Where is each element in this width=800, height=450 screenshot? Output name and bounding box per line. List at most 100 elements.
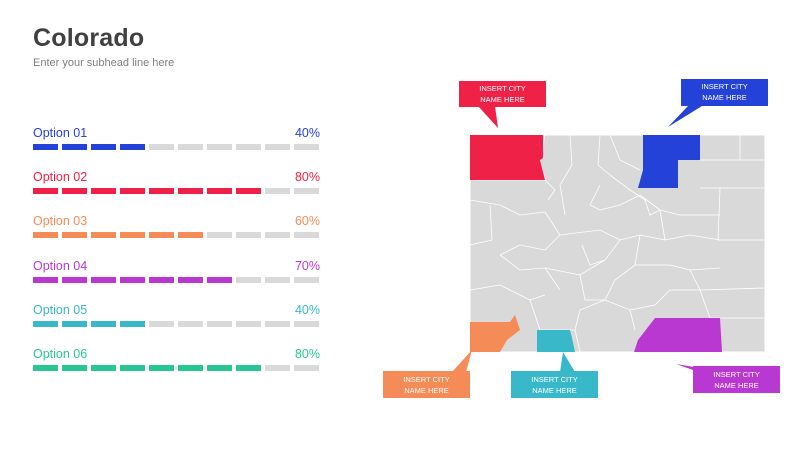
- progress-segment-empty: [236, 232, 261, 239]
- progress-segment-filled: [91, 364, 116, 371]
- option-percent: 40%: [294, 126, 320, 140]
- page-subhead: Enter your subhead line here: [33, 57, 175, 69]
- progress-segment-filled: [149, 232, 174, 239]
- progress-segment-filled: [120, 232, 145, 239]
- progress-segment-empty: [207, 320, 232, 327]
- city-callout-orange: INSERT CITY NAME HERE: [383, 371, 470, 398]
- option-row: Option 03 60%: [33, 214, 320, 258]
- option-label: Option 04: [33, 258, 88, 273]
- callout-line1: INSERT CITY: [701, 82, 748, 91]
- progress-segment-empty: [149, 320, 174, 327]
- option-row: Option 06 80%: [33, 347, 320, 391]
- progress-segment-empty: [294, 232, 319, 239]
- progress-segment-filled: [33, 276, 58, 283]
- progress-segment-filled: [149, 276, 174, 283]
- progress-segment-empty: [294, 276, 319, 283]
- progress-segment-filled: [62, 188, 87, 195]
- progress-segment-filled: [120, 188, 145, 195]
- progress-segment-filled: [149, 364, 174, 371]
- callout-line1: INSERT CITY: [479, 84, 526, 93]
- progress-segment-empty: [265, 364, 290, 371]
- progress-segment-empty: [149, 144, 174, 150]
- option-row: Option 05 40%: [33, 303, 320, 347]
- options-list: Option 01 40% Option 02 80% Option 03 60…: [33, 126, 320, 391]
- progress-segment-filled: [62, 144, 87, 150]
- callout-pointer: [560, 352, 575, 372]
- callout-line1: INSERT CITY: [403, 375, 450, 384]
- option-percent: 40%: [294, 302, 320, 317]
- county-highlight-blue: [638, 135, 700, 188]
- callout-line2: NAME HERE: [404, 386, 449, 395]
- progress-segment-empty: [178, 320, 203, 327]
- option-progress-bar: [33, 188, 319, 195]
- progress-segment-filled: [120, 276, 145, 283]
- progress-segment-filled: [207, 276, 232, 283]
- progress-segment-filled: [33, 188, 58, 195]
- progress-segment-empty: [294, 144, 319, 150]
- option-progress-bar: [33, 232, 319, 239]
- option-row: Option 04 70%: [33, 259, 320, 303]
- option-percent: 80%: [294, 346, 320, 361]
- option-label: Option 06: [33, 346, 88, 361]
- progress-segment-filled: [62, 232, 87, 239]
- city-callout-blue: INSERT CITY NAME HERE: [681, 79, 768, 106]
- progress-segment-filled: [178, 276, 203, 283]
- progress-segment-filled: [91, 188, 116, 195]
- progress-segment-filled: [178, 188, 203, 195]
- progress-segment-filled: [207, 188, 232, 195]
- progress-segment-empty: [265, 144, 290, 150]
- callout-pointer: [452, 350, 472, 372]
- progress-segment-filled: [207, 364, 232, 371]
- option-row: Option 01 40%: [33, 126, 320, 170]
- county-boundaries: [469, 134, 766, 353]
- option-percent: 60%: [294, 214, 320, 229]
- progress-segment-filled: [236, 188, 261, 195]
- county-highlight-red: [470, 135, 545, 180]
- callout-pointer: [668, 106, 702, 127]
- progress-segment-empty: [265, 276, 290, 283]
- callout-line1: INSERT CITY: [531, 375, 578, 384]
- progress-segment-filled: [62, 320, 87, 327]
- callout-line2: NAME HERE: [714, 381, 759, 390]
- progress-segment-empty: [294, 364, 319, 371]
- progress-segment-empty: [294, 188, 319, 195]
- callout-line2: NAME HERE: [702, 93, 747, 102]
- progress-segment-filled: [33, 364, 58, 371]
- option-row: Option 02 80%: [33, 170, 320, 214]
- option-progress-bar: [33, 320, 319, 327]
- progress-segment-filled: [91, 276, 116, 283]
- page-title: Colorado: [33, 24, 145, 52]
- progress-segment-empty: [207, 144, 232, 150]
- county-highlight-purple: [634, 318, 722, 352]
- progress-segment-empty: [178, 144, 203, 150]
- progress-segment-filled: [120, 144, 145, 150]
- option-percent: 70%: [294, 258, 320, 273]
- callout-line2: NAME HERE: [532, 386, 577, 395]
- option-progress-bar: [33, 144, 319, 150]
- callout-line1: INSERT CITY: [713, 370, 760, 379]
- progress-segment-empty: [236, 320, 261, 327]
- state-outline: [469, 134, 766, 353]
- county-highlight-teal: [537, 330, 575, 352]
- progress-segment-filled: [91, 320, 116, 327]
- city-callout-teal: INSERT CITY NAME HERE: [511, 371, 598, 398]
- option-progress-bar: [33, 364, 319, 371]
- progress-segment-filled: [120, 364, 145, 371]
- progress-segment-filled: [120, 320, 145, 327]
- option-label: Option 03: [33, 214, 88, 229]
- city-callout-red: INSERT CITY NAME HERE: [459, 81, 546, 107]
- progress-segment-filled: [236, 364, 261, 371]
- option-label: Option 05: [33, 302, 88, 317]
- progress-segment-empty: [236, 276, 261, 283]
- progress-segment-empty: [294, 320, 319, 327]
- progress-segment-filled: [62, 364, 87, 371]
- city-callout-purple: INSERT CITY NAME HERE: [693, 366, 780, 393]
- progress-segment-filled: [62, 276, 87, 283]
- callout-pointer: [478, 106, 498, 128]
- progress-segment-empty: [236, 144, 261, 150]
- option-percent: 80%: [294, 170, 320, 185]
- progress-segment-filled: [33, 232, 58, 239]
- progress-segment-empty: [265, 320, 290, 327]
- progress-segment-filled: [91, 232, 116, 239]
- callout-line2: NAME HERE: [480, 95, 525, 104]
